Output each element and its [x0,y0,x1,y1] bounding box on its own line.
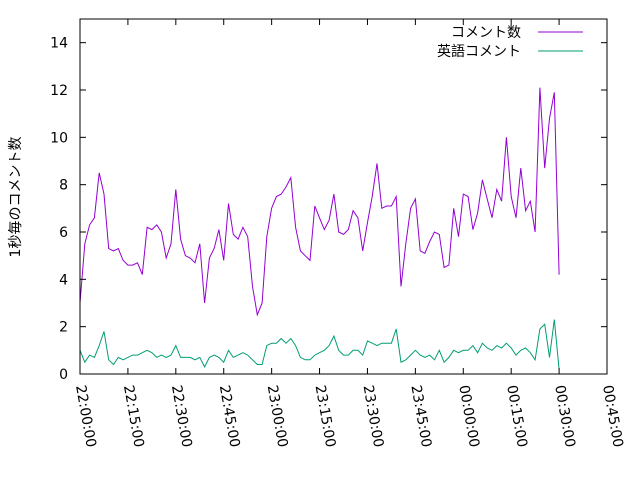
y-tick-label: 10 [50,130,68,146]
y-tick-label: 0 [59,367,68,383]
series-layer [79,87,560,370]
legend-label: 英語コメント [437,43,521,60]
y-tick-label: 6 [59,225,68,241]
y-tick-label: 4 [59,272,68,288]
y-axis: 0 2 4 6 8 10 12 14 [50,36,607,383]
series-line-2 [79,319,560,370]
y-tick-label: 12 [50,83,68,99]
plot-frame [79,18,608,375]
series-line-1 [79,87,560,317]
y-axis-label: 1秒毎のコメント数 [8,137,24,258]
y-tick-label: 14 [50,36,68,52]
y-tick-label: 8 [59,178,68,194]
legend-label: コメント数 [451,25,521,41]
y-tick-label: 2 [59,320,68,336]
